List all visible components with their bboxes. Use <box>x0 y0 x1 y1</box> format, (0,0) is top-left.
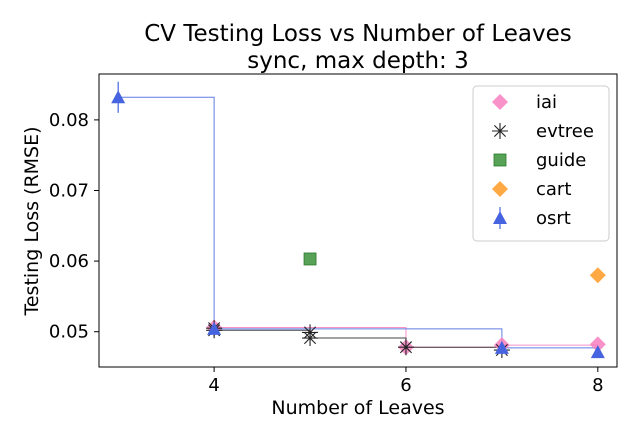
legend-label-osrt: osrt <box>536 208 571 229</box>
legend-marker-cart <box>492 181 508 197</box>
x-tick-label: 4 <box>208 375 219 396</box>
y-tick-label: 0.06 <box>49 251 89 272</box>
axis-ticks: 4 6 8 0.05 0.06 0.07 0.08 <box>49 110 604 396</box>
chart-subtitle: sync, max depth: 3 <box>247 48 469 74</box>
data-marks <box>111 81 606 359</box>
legend-marker-guide <box>493 153 507 167</box>
y-tick-label: 0.05 <box>49 322 89 343</box>
y-tick-label: 0.08 <box>49 110 89 131</box>
chart-title: CV Testing Loss vs Number of Leaves <box>144 21 572 47</box>
legend-label-evtree: evtree <box>536 121 594 142</box>
osrt-point-0 <box>111 90 126 104</box>
x-axis-label: Number of Leaves <box>271 397 444 419</box>
osrt-point-3 <box>590 345 605 359</box>
evtree-point-3 <box>302 330 319 347</box>
legend-label-cart: cart <box>536 179 571 200</box>
x-tick-label: 8 <box>592 375 603 396</box>
legend: iai evtree guide cart osrt <box>472 85 610 242</box>
legend-marker-osrt <box>493 211 507 224</box>
evtree-step-line <box>213 328 503 351</box>
cart-point-0 <box>589 267 606 284</box>
guide-point-0 <box>303 252 317 266</box>
x-tick-label: 6 <box>400 375 411 396</box>
y-axis-label: Testing Loss (RMSE) <box>21 126 43 316</box>
legend-box <box>472 85 610 242</box>
legend-label-guide: guide <box>536 150 586 171</box>
evtree-point-4 <box>397 339 414 356</box>
plot-area-frame <box>98 73 618 368</box>
legend-marker-iai <box>492 94 508 110</box>
legend-label-iai: iai <box>536 92 557 113</box>
legend-marker-evtree <box>492 123 508 139</box>
y-tick-label: 0.07 <box>49 180 89 201</box>
osrt-point-1 <box>207 321 222 335</box>
iai-point-3 <box>589 336 606 353</box>
osrt-point-2 <box>494 340 509 354</box>
